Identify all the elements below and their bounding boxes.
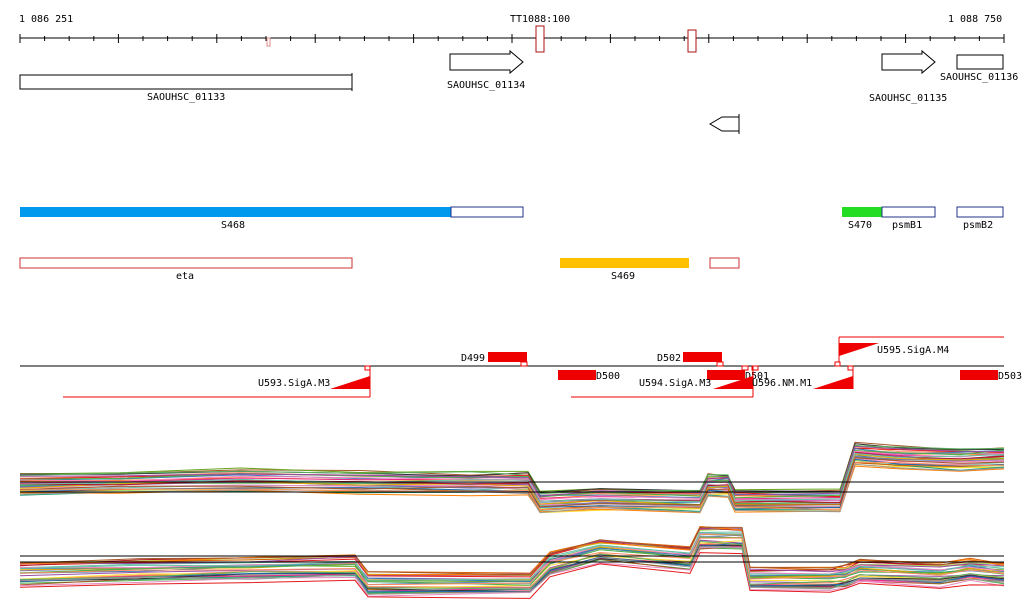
- ruler-start-label: 1 086 251: [19, 14, 73, 25]
- u593-wedge[interactable]: [330, 376, 370, 389]
- expression-profile-line: [19, 546, 1005, 595]
- expression-profile-line: [19, 540, 1005, 590]
- annotation-label: psmB1: [892, 220, 922, 231]
- d503-bar[interactable]: [960, 370, 998, 380]
- annotation-label: eta: [176, 271, 194, 282]
- gene-track: SAOUHSC_01133 SAOUHSC_01134 SAOUHSC_0113…: [19, 49, 1018, 134]
- ruler-end-label: 1 088 750: [948, 14, 1002, 25]
- ruler-ticks: [19, 34, 1005, 43]
- d499-bar[interactable]: [488, 352, 527, 362]
- feature-label: D500: [596, 371, 620, 382]
- expression-profile-line: [19, 552, 1005, 599]
- annotation-label: S468: [221, 220, 245, 231]
- feature-track: D499 D500 D502 D501 D503 U593.SigA.M3 U5…: [20, 336, 1022, 398]
- expression-profile-line: [19, 445, 1005, 497]
- d502-bar[interactable]: [683, 352, 722, 362]
- gene-label: SAOUHSC_01136: [940, 72, 1018, 83]
- feature-label: D503: [998, 371, 1022, 382]
- psmb2-box[interactable]: [956, 206, 1004, 218]
- marker-label: TT1088:100: [510, 14, 570, 25]
- annotation-track: S468 S470 psmB1 psmB2 eta S469: [19, 206, 1004, 282]
- small-marker: [266, 37, 271, 47]
- feature-label: U595.SigA.M4: [877, 345, 949, 356]
- expression-profile-line: [19, 457, 1005, 508]
- u595-wedge[interactable]: [839, 343, 879, 356]
- annotation-label: S469: [611, 271, 635, 282]
- feature-label: D499: [461, 353, 485, 364]
- u594-wedge[interactable]: [713, 376, 753, 389]
- gene-box[interactable]: [956, 54, 1004, 70]
- gene-label: SAOUHSC_01135: [869, 93, 947, 104]
- feature-label: D502: [657, 353, 681, 364]
- terminator-marker-2[interactable]: [687, 29, 697, 53]
- annotation-label: S470: [848, 220, 872, 231]
- expression-profile-line: [19, 547, 1005, 594]
- expression-profile-line: [19, 461, 1005, 511]
- expression-track-bottom: [19, 525, 1005, 599]
- s468-extension[interactable]: [450, 206, 524, 218]
- s470-bar[interactable]: [842, 207, 882, 217]
- gene-box[interactable]: [19, 74, 353, 90]
- feature-label: U593.SigA.M3: [258, 378, 330, 389]
- gene-arrow-reverse[interactable]: [709, 116, 740, 132]
- expression-profile-line: [19, 537, 1005, 586]
- feature-label: U594.SigA.M3: [639, 378, 711, 389]
- gene-arrow-forward[interactable]: [881, 49, 936, 75]
- psmb1-box[interactable]: [881, 206, 936, 218]
- expression-profile-line: [19, 532, 1005, 581]
- expression-profile-line: [19, 454, 1005, 506]
- s469-bar[interactable]: [560, 258, 689, 268]
- expression-profile-line: [19, 450, 1005, 501]
- coordinate-ruler: 1 086 251 1 088 750 TT1088:100: [19, 14, 1005, 53]
- expression-profile-line: [19, 546, 1005, 597]
- feature-label: U596.NM.M1: [752, 378, 812, 389]
- expression-profile-line: [19, 533, 1005, 581]
- gene-label: SAOUHSC_01134: [447, 80, 525, 91]
- d501-bar[interactable]: [707, 370, 745, 380]
- gene-arrow-forward[interactable]: [449, 49, 524, 75]
- d500-bar[interactable]: [558, 370, 596, 380]
- s468-bar[interactable]: [20, 207, 451, 217]
- annotation-label: psmB2: [963, 220, 993, 231]
- expression-profile-line: [19, 445, 1005, 495]
- feature-label: D501: [745, 371, 769, 382]
- u596-wedge[interactable]: [813, 376, 853, 389]
- eta-box[interactable]: [19, 257, 353, 269]
- gene-label: SAOUHSC_01133: [147, 92, 225, 103]
- small-annotation-box[interactable]: [709, 257, 740, 269]
- expression-track-top: [19, 441, 1005, 514]
- terminator-marker[interactable]: [535, 25, 545, 53]
